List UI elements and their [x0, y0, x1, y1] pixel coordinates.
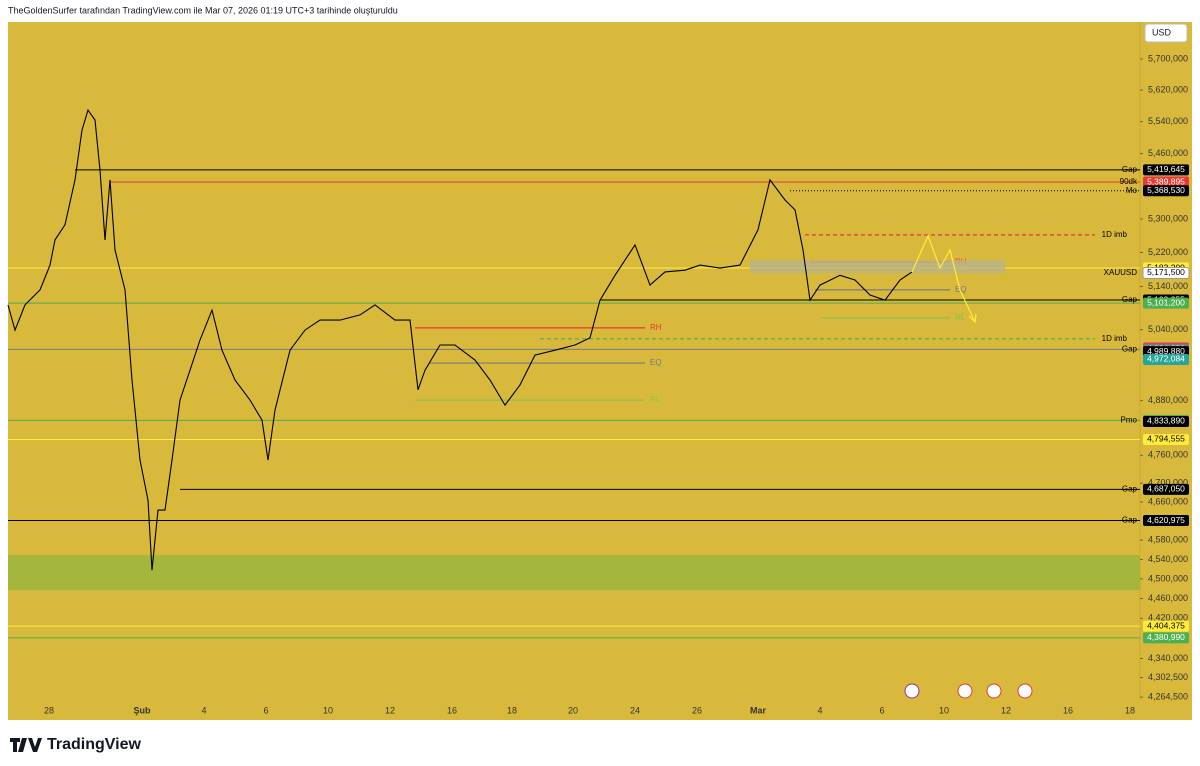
annotation-label: EQ [650, 358, 662, 367]
price-tag-label: 5,368,530 [1147, 185, 1185, 195]
annotation-label: RL [650, 395, 661, 404]
y-tick-label: 4,880,000 [1148, 395, 1188, 405]
y-tick-label: 4,302,500 [1148, 672, 1188, 682]
x-tick-label: 6 [879, 705, 884, 715]
y-tick-label: 4,460,000 [1148, 593, 1188, 603]
y-tick-label: 4,540,000 [1148, 554, 1188, 564]
event-icon[interactable] [1017, 683, 1033, 699]
price-tag-label: 5,171,500 [1147, 267, 1185, 277]
price-tag-name: Gap [1122, 484, 1138, 493]
x-tick-label: 4 [201, 705, 206, 715]
annotation-label: RH [650, 323, 662, 332]
price-tag-name: Gap [1122, 295, 1138, 304]
projection-path [911, 234, 976, 323]
y-tick-label: 4,760,000 [1148, 450, 1188, 460]
x-tick-label: 20 [568, 705, 578, 715]
y-tick-label: 5,700,000 [1148, 53, 1188, 63]
x-tick-label: 10 [939, 705, 949, 715]
price-tag-name: Mo [1126, 186, 1138, 195]
y-tick-label: 5,460,000 [1148, 148, 1188, 158]
price-tag [1143, 483, 1189, 495]
price-tag-label: 4,620,975 [1147, 515, 1185, 525]
annotation-label: 1D imb [1102, 230, 1128, 239]
chart-pane [8, 22, 1192, 720]
price-tag-label: 4,972,084 [1147, 354, 1185, 364]
price-tag [1143, 632, 1189, 644]
event-icon[interactable] [986, 683, 1002, 699]
x-tick-label: 4 [817, 705, 822, 715]
range-box [750, 260, 1005, 274]
annotation-label: 1D imb [1102, 334, 1128, 343]
price-tag-name: Gap [1122, 516, 1138, 525]
x-tick-label: 28 [44, 705, 54, 715]
price-tag-label: 4,687,050 [1147, 484, 1185, 494]
event-icon[interactable] [904, 683, 920, 699]
price-line [7, 108, 913, 571]
annotation-label: EQ [955, 285, 967, 294]
brand-name: TradingView [47, 736, 142, 753]
price-tag [1143, 164, 1189, 176]
price-tag-label: 4,794,555 [1147, 434, 1185, 444]
price-tag-label: 5,389,895 [1147, 176, 1185, 186]
x-tick-label: 16 [1063, 705, 1073, 715]
price-tag [1143, 415, 1189, 427]
y-tick-label: 4,264,500 [1148, 691, 1188, 701]
price-tag [1143, 297, 1189, 309]
x-tick-label: 26 [692, 705, 702, 715]
brand-logo [10, 738, 42, 752]
price-tag-name: Gap [1122, 344, 1138, 353]
y-tick-label: 4,700,000 [1148, 478, 1188, 488]
price-tag-label: 5,101,200 [1147, 297, 1185, 307]
y-tick-label: 5,140,000 [1148, 281, 1188, 291]
price-tag-label: 4,989,880 [1147, 346, 1185, 356]
y-tick-label: 4,660,000 [1148, 496, 1188, 506]
demand-zone [8, 555, 1140, 591]
y-tick-label: 5,540,000 [1148, 116, 1188, 126]
price-tag-name: XAUUSD [1104, 268, 1138, 277]
y-tick-label: 4,340,000 [1148, 653, 1188, 663]
y-tick-label: 5,300,000 [1148, 213, 1188, 223]
x-tick-label: 24 [630, 705, 640, 715]
price-tag [1143, 176, 1189, 188]
event-icons [904, 683, 1033, 699]
price-tag-label: 4,380,990 [1147, 632, 1185, 642]
y-tick-label: 4,580,000 [1148, 535, 1188, 545]
event-icon[interactable] [957, 683, 973, 699]
price-tag [1143, 515, 1189, 527]
currency-label: USD [1152, 27, 1172, 37]
y-tick-label: 5,620,000 [1148, 84, 1188, 94]
header-caption: TheGoldenSurfer tarafından TradingView.c… [8, 5, 398, 15]
price-tag [1143, 185, 1189, 197]
x-tick-label: 16 [447, 705, 457, 715]
marks: 5,700,000 5,620,000 5,540,000 5,460,000 5,30… [7, 53, 1190, 715]
price-tag [1142, 266, 1190, 279]
y-tick-label: 5,220,000 [1148, 247, 1188, 257]
x-tick-label: Mar [750, 705, 767, 715]
price-tag [1143, 620, 1189, 632]
projection-arrowhead [968, 313, 977, 324]
currency-button[interactable] [1144, 23, 1188, 43]
y-tick-label: 5,040,000 [1148, 324, 1188, 334]
x-tick-label: 6 [263, 705, 268, 715]
price-tag-name: 90dk [1120, 177, 1138, 186]
x-tick-label: Şub [134, 705, 152, 715]
x-tick-label: 10 [323, 705, 333, 715]
price-tag-name: Gap [1122, 165, 1138, 174]
annotation-label: RL [955, 313, 966, 322]
price-tag-label: 4,833,890 [1147, 416, 1185, 426]
x-tick-label: 18 [507, 705, 517, 715]
price-tag-name: Pmo [1121, 415, 1138, 424]
x-tick-label: 12 [385, 705, 395, 715]
x-tick-label: 18 [1125, 705, 1135, 715]
y-tick-label: 4,420,000 [1148, 613, 1188, 623]
price-tag-label: 4,404,375 [1147, 620, 1185, 630]
price-tag [1143, 353, 1189, 365]
price-tag [1143, 433, 1189, 445]
price-tag-label: 5,419,645 [1147, 164, 1185, 174]
x-tick-label: 12 [1001, 705, 1011, 715]
y-tick-label: 4,500,000 [1148, 573, 1188, 583]
